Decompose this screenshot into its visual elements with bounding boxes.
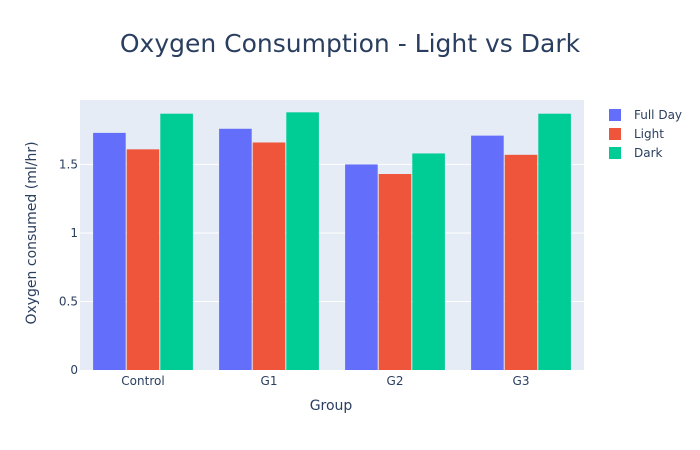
bar-dark-g2[interactable] xyxy=(412,153,445,370)
x-tick-label: Control xyxy=(121,374,164,388)
y-tick-label: 0 xyxy=(70,363,78,377)
legend[interactable]: Full Day Light Dark xyxy=(609,108,682,160)
bar-dark-g1[interactable] xyxy=(286,112,319,370)
y-tick-label: 1.5 xyxy=(59,157,78,171)
legend-label: Full Day xyxy=(634,108,682,122)
legend-item-full-day[interactable]: Full Day xyxy=(609,108,682,122)
legend-swatch xyxy=(609,109,621,121)
y-axis-title: Oxygen consumed (ml/hr) xyxy=(24,141,40,324)
legend-label: Light xyxy=(634,127,664,141)
bar-full-day-control[interactable] xyxy=(93,132,126,370)
bar-full-day-g1[interactable] xyxy=(219,128,252,370)
x-tick-label: G2 xyxy=(387,374,404,388)
chart-title: Oxygen Consumption - Light vs Dark xyxy=(120,29,581,58)
bar-light-g3[interactable] xyxy=(504,154,538,370)
bar-dark-control[interactable] xyxy=(160,113,193,371)
x-tick-label: G1 xyxy=(261,374,278,388)
x-tick-labels: Control G1 G2 G3 xyxy=(121,374,529,388)
x-axis-title: Group xyxy=(310,398,353,414)
legend-item-dark[interactable]: Dark xyxy=(609,146,663,160)
bar-light-control[interactable] xyxy=(126,149,160,370)
bar-full-day-g3[interactable] xyxy=(471,135,504,370)
x-tick-label: G3 xyxy=(513,374,530,388)
legend-swatch xyxy=(609,147,621,159)
bar-dark-g3[interactable] xyxy=(538,113,571,371)
y-tick-labels: 0 0.5 1 1.5 xyxy=(59,157,78,377)
bar-full-day-g2[interactable] xyxy=(345,164,378,370)
legend-swatch xyxy=(609,128,621,140)
y-tick-label: 1 xyxy=(70,226,78,240)
bars xyxy=(93,112,571,371)
bar-light-g1[interactable] xyxy=(252,142,286,370)
bar-light-g2[interactable] xyxy=(378,174,412,370)
legend-item-light[interactable]: Light xyxy=(609,127,664,141)
legend-label: Dark xyxy=(634,146,663,160)
y-tick-label: 0.5 xyxy=(59,294,78,308)
